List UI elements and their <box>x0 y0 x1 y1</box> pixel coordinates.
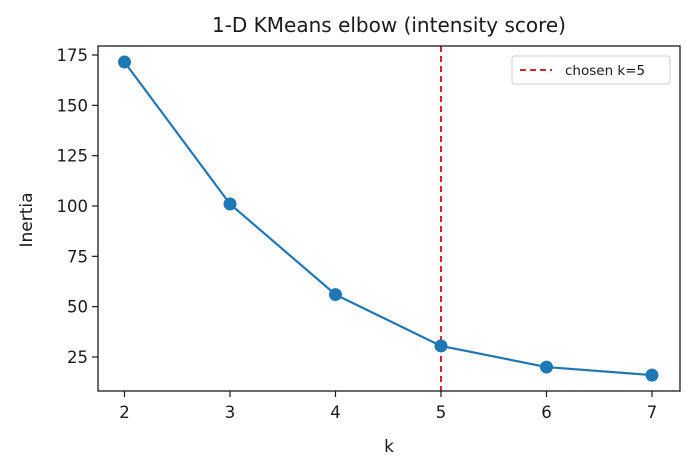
y-tick-label: 175 <box>57 46 89 65</box>
y-tick-label: 100 <box>57 197 89 216</box>
y-tick-label: 150 <box>57 96 89 115</box>
plot-area <box>97 45 681 392</box>
x-axis-ticks: 2 3 4 5 6 7 <box>119 391 657 422</box>
axes-frame <box>97 45 681 392</box>
data-point-marker <box>540 360 553 374</box>
legend-label: chosen k=5 <box>565 63 645 79</box>
data-point-marker <box>118 55 131 69</box>
legend: chosen k=5 <box>511 55 671 85</box>
data-point-marker <box>434 339 448 353</box>
inertia-line <box>123 61 653 377</box>
x-axis-label: k <box>384 437 394 457</box>
y-tick-label: 125 <box>57 147 89 166</box>
x-tick-label: 5 <box>436 403 447 422</box>
x-tick-label: 2 <box>119 403 130 422</box>
y-axis-ticks: 25 50 75 100 125 150 175 <box>57 46 98 367</box>
x-tick-label: 4 <box>330 403 341 422</box>
x-tick-label: 3 <box>225 403 236 422</box>
data-point-marker <box>645 368 659 382</box>
x-tick-label: 6 <box>541 403 552 422</box>
y-tick-label: 50 <box>67 298 88 317</box>
data-point-marker <box>329 288 342 302</box>
y-tick-label: 75 <box>67 247 88 266</box>
legend-box <box>511 55 671 85</box>
y-tick-label: 25 <box>67 348 88 367</box>
data-point-marker <box>223 197 237 211</box>
y-axis-label: Inertia <box>17 192 37 247</box>
x-tick-label: 7 <box>647 403 658 422</box>
chart-title: 1-D KMeans elbow (intensity score) <box>212 13 566 37</box>
